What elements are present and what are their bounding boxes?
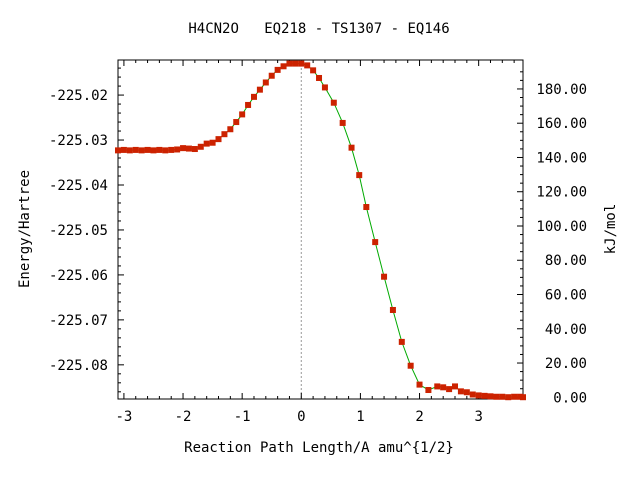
y2-tick-label: 80.00 bbox=[545, 253, 587, 269]
data-point bbox=[425, 387, 432, 394]
y-tick-label: -225.07 bbox=[49, 313, 108, 329]
data-point bbox=[398, 338, 405, 345]
data-point bbox=[330, 99, 337, 106]
data-point bbox=[298, 60, 305, 67]
data-point bbox=[262, 79, 269, 86]
data-point bbox=[381, 273, 388, 280]
data-point bbox=[321, 84, 328, 91]
data-point bbox=[168, 146, 175, 153]
data-point bbox=[126, 147, 133, 154]
data-point bbox=[389, 306, 396, 313]
data-point bbox=[511, 393, 518, 400]
data-point bbox=[292, 60, 299, 67]
data-point bbox=[280, 63, 287, 70]
y2-tick-label: 140.00 bbox=[536, 150, 587, 166]
data-point bbox=[162, 147, 169, 154]
data-point bbox=[356, 172, 363, 179]
data-point bbox=[286, 60, 293, 67]
y-tick-label: -225.03 bbox=[49, 133, 108, 149]
x-tick-label: 1 bbox=[356, 409, 364, 425]
data-point bbox=[407, 362, 414, 369]
x-axis-label: Reaction Path Length/A amu^{1/2} bbox=[184, 440, 454, 456]
x-axis-ticks: -3 -2 -1 0 1 2 3 bbox=[115, 60, 515, 425]
y2-tick-label: 180.00 bbox=[536, 82, 587, 98]
data-point bbox=[493, 393, 500, 400]
data-point bbox=[481, 392, 488, 399]
y-tick-label: -225.06 bbox=[49, 268, 108, 284]
chart-title: H4CN2O EQ218 - TS1307 - EQ146 bbox=[188, 21, 449, 37]
data-point bbox=[115, 147, 121, 154]
x-tick-label: -1 bbox=[234, 409, 251, 425]
x-tick-label: 0 bbox=[297, 409, 305, 425]
data-point bbox=[197, 143, 204, 150]
x-tick-label: 3 bbox=[474, 409, 482, 425]
data-point bbox=[268, 72, 275, 79]
data-point bbox=[221, 131, 228, 138]
data-point bbox=[274, 66, 281, 73]
y-tick-label: -225.04 bbox=[49, 178, 108, 194]
data-point bbox=[452, 383, 459, 390]
data-point bbox=[316, 74, 323, 81]
data-point bbox=[434, 383, 441, 390]
data-point bbox=[372, 239, 379, 246]
data-point bbox=[505, 394, 512, 401]
energy-profile-line bbox=[117, 63, 524, 398]
data-point bbox=[209, 139, 216, 146]
data-point bbox=[339, 119, 346, 126]
data-point bbox=[416, 381, 423, 388]
data-point bbox=[348, 144, 355, 151]
data-point bbox=[469, 391, 476, 398]
data-point bbox=[245, 101, 252, 108]
data-point bbox=[363, 204, 370, 211]
data-point bbox=[475, 392, 482, 399]
data-point bbox=[233, 119, 240, 126]
data-point bbox=[191, 146, 198, 153]
data-point bbox=[446, 386, 453, 393]
y-axis-ticks: -225.02 -225.03 -225.04 -225.05 -225.06 -225.… bbox=[49, 67, 124, 393]
y2-axis-label: kJ/mol bbox=[603, 204, 619, 255]
y2-tick-label: 0.00 bbox=[553, 390, 587, 406]
y2-tick-label: 120.00 bbox=[536, 185, 587, 201]
data-point bbox=[138, 147, 145, 154]
data-point bbox=[215, 136, 222, 143]
data-point bbox=[310, 67, 317, 74]
data-point bbox=[499, 393, 506, 400]
data-point bbox=[520, 394, 526, 401]
data-point bbox=[463, 389, 470, 396]
y2-axis-ticks: 0.00 20.00 40.00 60.00 80.00 100.00 120.00 140.… bbox=[517, 71, 587, 406]
data-point bbox=[185, 145, 192, 152]
energy-data-points bbox=[115, 60, 526, 401]
x-tick-label: 2 bbox=[415, 409, 423, 425]
x-tick-label: -3 bbox=[115, 409, 132, 425]
data-point bbox=[132, 146, 139, 153]
data-point bbox=[203, 140, 210, 147]
data-point bbox=[227, 126, 234, 133]
y2-tick-label: 160.00 bbox=[536, 116, 587, 132]
data-point bbox=[150, 147, 157, 154]
data-point bbox=[440, 384, 447, 391]
data-point bbox=[239, 111, 246, 118]
data-point bbox=[487, 393, 494, 400]
y-tick-label: -225.08 bbox=[49, 358, 108, 374]
data-point bbox=[180, 145, 187, 152]
data-point bbox=[144, 146, 151, 153]
x-tick-label: -2 bbox=[175, 409, 192, 425]
plot-frame bbox=[117, 59, 524, 400]
data-point bbox=[250, 93, 257, 100]
y-tick-label: -225.02 bbox=[49, 88, 108, 104]
y-tick-label: -225.05 bbox=[49, 223, 108, 239]
data-point bbox=[120, 146, 127, 153]
data-point bbox=[256, 86, 263, 93]
y-axis-label: Energy/Hartree bbox=[17, 170, 33, 288]
y2-tick-label: 20.00 bbox=[545, 356, 587, 372]
data-point bbox=[156, 146, 163, 153]
y2-tick-label: 100.00 bbox=[536, 219, 587, 235]
y2-tick-label: 40.00 bbox=[545, 322, 587, 338]
data-point bbox=[457, 388, 464, 395]
data-point bbox=[174, 146, 181, 153]
data-point bbox=[304, 62, 311, 69]
y2-tick-label: 60.00 bbox=[545, 288, 587, 304]
